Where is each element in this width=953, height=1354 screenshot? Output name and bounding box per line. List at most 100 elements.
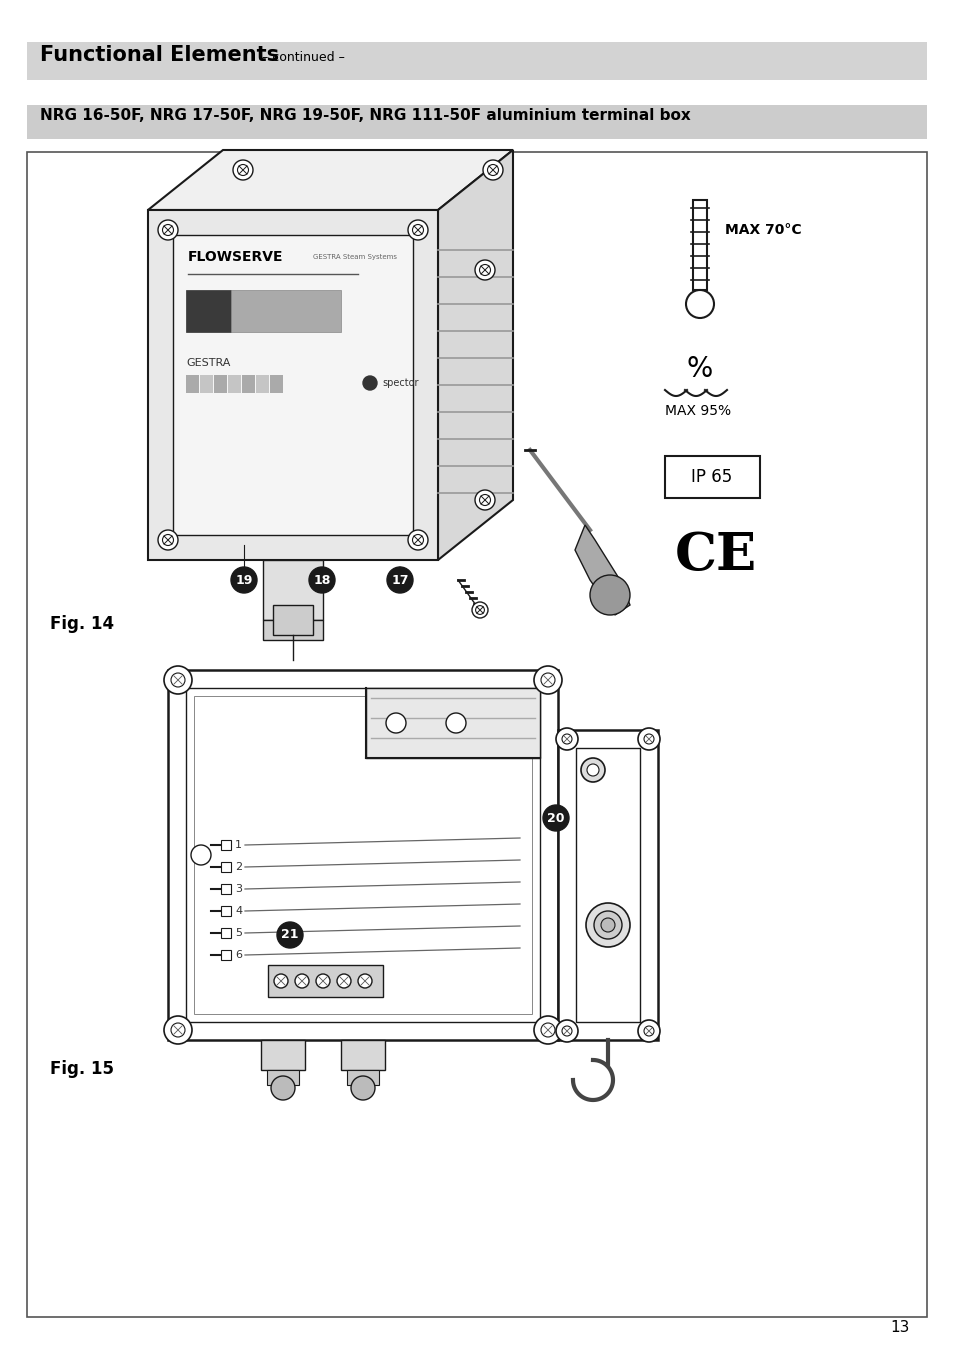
Text: 6: 6: [234, 951, 242, 960]
Circle shape: [171, 1024, 185, 1037]
Bar: [664, 456, 760, 498]
Circle shape: [600, 918, 615, 932]
Circle shape: [556, 1020, 578, 1043]
Circle shape: [191, 845, 211, 865]
Text: 1: 1: [234, 839, 242, 850]
Circle shape: [294, 974, 309, 988]
Text: GESTRA Steam Systems: GESTRA Steam Systems: [313, 255, 396, 260]
Text: 18: 18: [313, 574, 331, 586]
Circle shape: [594, 911, 621, 940]
Circle shape: [387, 567, 413, 593]
Text: MAX 95%: MAX 95%: [664, 403, 730, 418]
Bar: [221, 884, 231, 894]
Bar: [270, 375, 283, 393]
Circle shape: [162, 225, 173, 236]
Text: %: %: [686, 355, 713, 383]
Bar: [255, 375, 269, 393]
Text: 21: 21: [281, 929, 298, 941]
Circle shape: [386, 714, 406, 733]
Circle shape: [408, 219, 428, 240]
Text: 19: 19: [235, 574, 253, 586]
Circle shape: [534, 1016, 561, 1044]
Polygon shape: [575, 525, 629, 615]
Text: NRG 16-50F, NRG 17-50F, NRG 19-50F, NRG 111-50F aluminium terminal box: NRG 16-50F, NRG 17-50F, NRG 19-50F, NRG …: [40, 108, 690, 123]
Circle shape: [274, 974, 288, 988]
Circle shape: [158, 219, 178, 240]
Text: GESTRA: GESTRA: [186, 357, 230, 368]
Circle shape: [171, 673, 185, 686]
Circle shape: [685, 290, 713, 318]
Bar: [221, 839, 231, 850]
Bar: [200, 375, 213, 393]
Circle shape: [351, 1076, 375, 1099]
Text: MAX 70°C: MAX 70°C: [724, 223, 801, 237]
Circle shape: [408, 529, 428, 550]
Circle shape: [638, 728, 659, 750]
Text: Fig. 15: Fig. 15: [50, 1060, 113, 1078]
Bar: [267, 1070, 298, 1085]
Circle shape: [475, 260, 495, 280]
Bar: [27, 42, 926, 80]
Polygon shape: [148, 150, 513, 210]
Bar: [168, 670, 558, 1040]
Bar: [692, 200, 706, 290]
Circle shape: [158, 529, 178, 550]
Text: Functional Elements: Functional Elements: [40, 45, 279, 65]
Circle shape: [561, 1026, 572, 1036]
Circle shape: [164, 1016, 192, 1044]
Circle shape: [309, 567, 335, 593]
Circle shape: [556, 728, 578, 750]
Circle shape: [542, 806, 568, 831]
Circle shape: [446, 714, 465, 733]
Bar: [172, 236, 413, 535]
Circle shape: [357, 974, 372, 988]
Bar: [228, 375, 241, 393]
Bar: [148, 210, 437, 561]
Circle shape: [585, 903, 629, 946]
Text: Fig. 14: Fig. 14: [50, 615, 114, 634]
Bar: [263, 620, 323, 640]
Text: 13: 13: [890, 1320, 909, 1335]
Circle shape: [276, 922, 303, 948]
Circle shape: [589, 575, 629, 615]
Circle shape: [162, 535, 173, 546]
Circle shape: [231, 567, 256, 593]
Bar: [261, 1040, 305, 1070]
Bar: [347, 1070, 378, 1085]
Bar: [221, 927, 231, 938]
Circle shape: [363, 376, 376, 390]
Bar: [186, 688, 539, 1022]
Circle shape: [479, 264, 490, 275]
Text: IP 65: IP 65: [691, 468, 732, 486]
Bar: [213, 375, 227, 393]
Text: 4: 4: [234, 906, 242, 917]
Circle shape: [586, 764, 598, 776]
Circle shape: [580, 758, 604, 783]
Bar: [576, 747, 639, 1022]
Bar: [366, 688, 539, 758]
Circle shape: [271, 1076, 294, 1099]
Circle shape: [643, 1026, 654, 1036]
Circle shape: [540, 673, 555, 686]
Circle shape: [638, 1020, 659, 1043]
Circle shape: [479, 494, 490, 505]
Circle shape: [476, 605, 484, 615]
Circle shape: [336, 974, 351, 988]
Text: 20: 20: [547, 811, 564, 825]
Circle shape: [164, 666, 192, 695]
Circle shape: [233, 160, 253, 180]
Text: – continued –: – continued –: [257, 51, 345, 64]
Text: CE: CE: [675, 529, 757, 581]
Bar: [27, 152, 926, 1317]
Bar: [340, 1040, 385, 1070]
Text: 5: 5: [234, 927, 242, 938]
Bar: [175, 238, 410, 328]
Text: FLOWSERVE: FLOWSERVE: [188, 250, 283, 264]
Text: 2: 2: [234, 862, 242, 872]
Text: 17: 17: [391, 574, 408, 586]
Bar: [263, 561, 323, 620]
Bar: [221, 951, 231, 960]
Bar: [273, 605, 313, 635]
Bar: [242, 375, 254, 393]
Bar: [221, 862, 231, 872]
